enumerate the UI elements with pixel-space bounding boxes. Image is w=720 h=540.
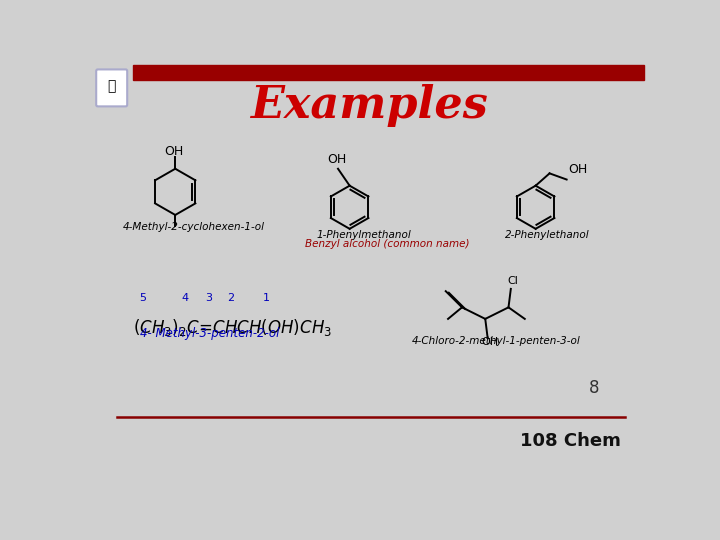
Text: OH: OH (164, 145, 184, 158)
Text: 4- Methyl-3-penten-2-ol: 4- Methyl-3-penten-2-ol (140, 327, 280, 340)
Text: 2-Phenylethanol: 2-Phenylethanol (505, 230, 589, 240)
Text: Examples: Examples (250, 84, 488, 127)
Text: 1: 1 (264, 293, 270, 303)
Text: 2: 2 (228, 293, 235, 303)
Text: 4-Methyl-2-cyclohexen-1-ol: 4-Methyl-2-cyclohexen-1-ol (122, 222, 264, 232)
Text: 🏛: 🏛 (107, 79, 116, 93)
Text: OH: OH (482, 337, 498, 347)
Text: 5: 5 (139, 293, 146, 303)
Text: Benzyl alcohol (common name): Benzyl alcohol (common name) (305, 239, 470, 249)
Text: 108 Chem: 108 Chem (520, 431, 621, 450)
Text: 4-Chloro-2-methyl-1-penten-3-ol: 4-Chloro-2-methyl-1-penten-3-ol (412, 335, 580, 346)
Text: 8: 8 (588, 379, 599, 397)
Text: 4: 4 (181, 293, 189, 303)
Text: OH: OH (327, 153, 346, 166)
FancyBboxPatch shape (96, 70, 127, 106)
Bar (132, 65, 644, 80)
Text: OH: OH (568, 164, 588, 177)
Text: 3: 3 (205, 293, 212, 303)
Text: $(CH_3)_2C\!=\!CHCH(OH)CH_3$: $(CH_3)_2C\!=\!CHCH(OH)CH_3$ (132, 316, 332, 338)
Text: 1-Phenylmethanol: 1-Phenylmethanol (316, 230, 411, 240)
Text: Cl: Cl (508, 276, 518, 286)
